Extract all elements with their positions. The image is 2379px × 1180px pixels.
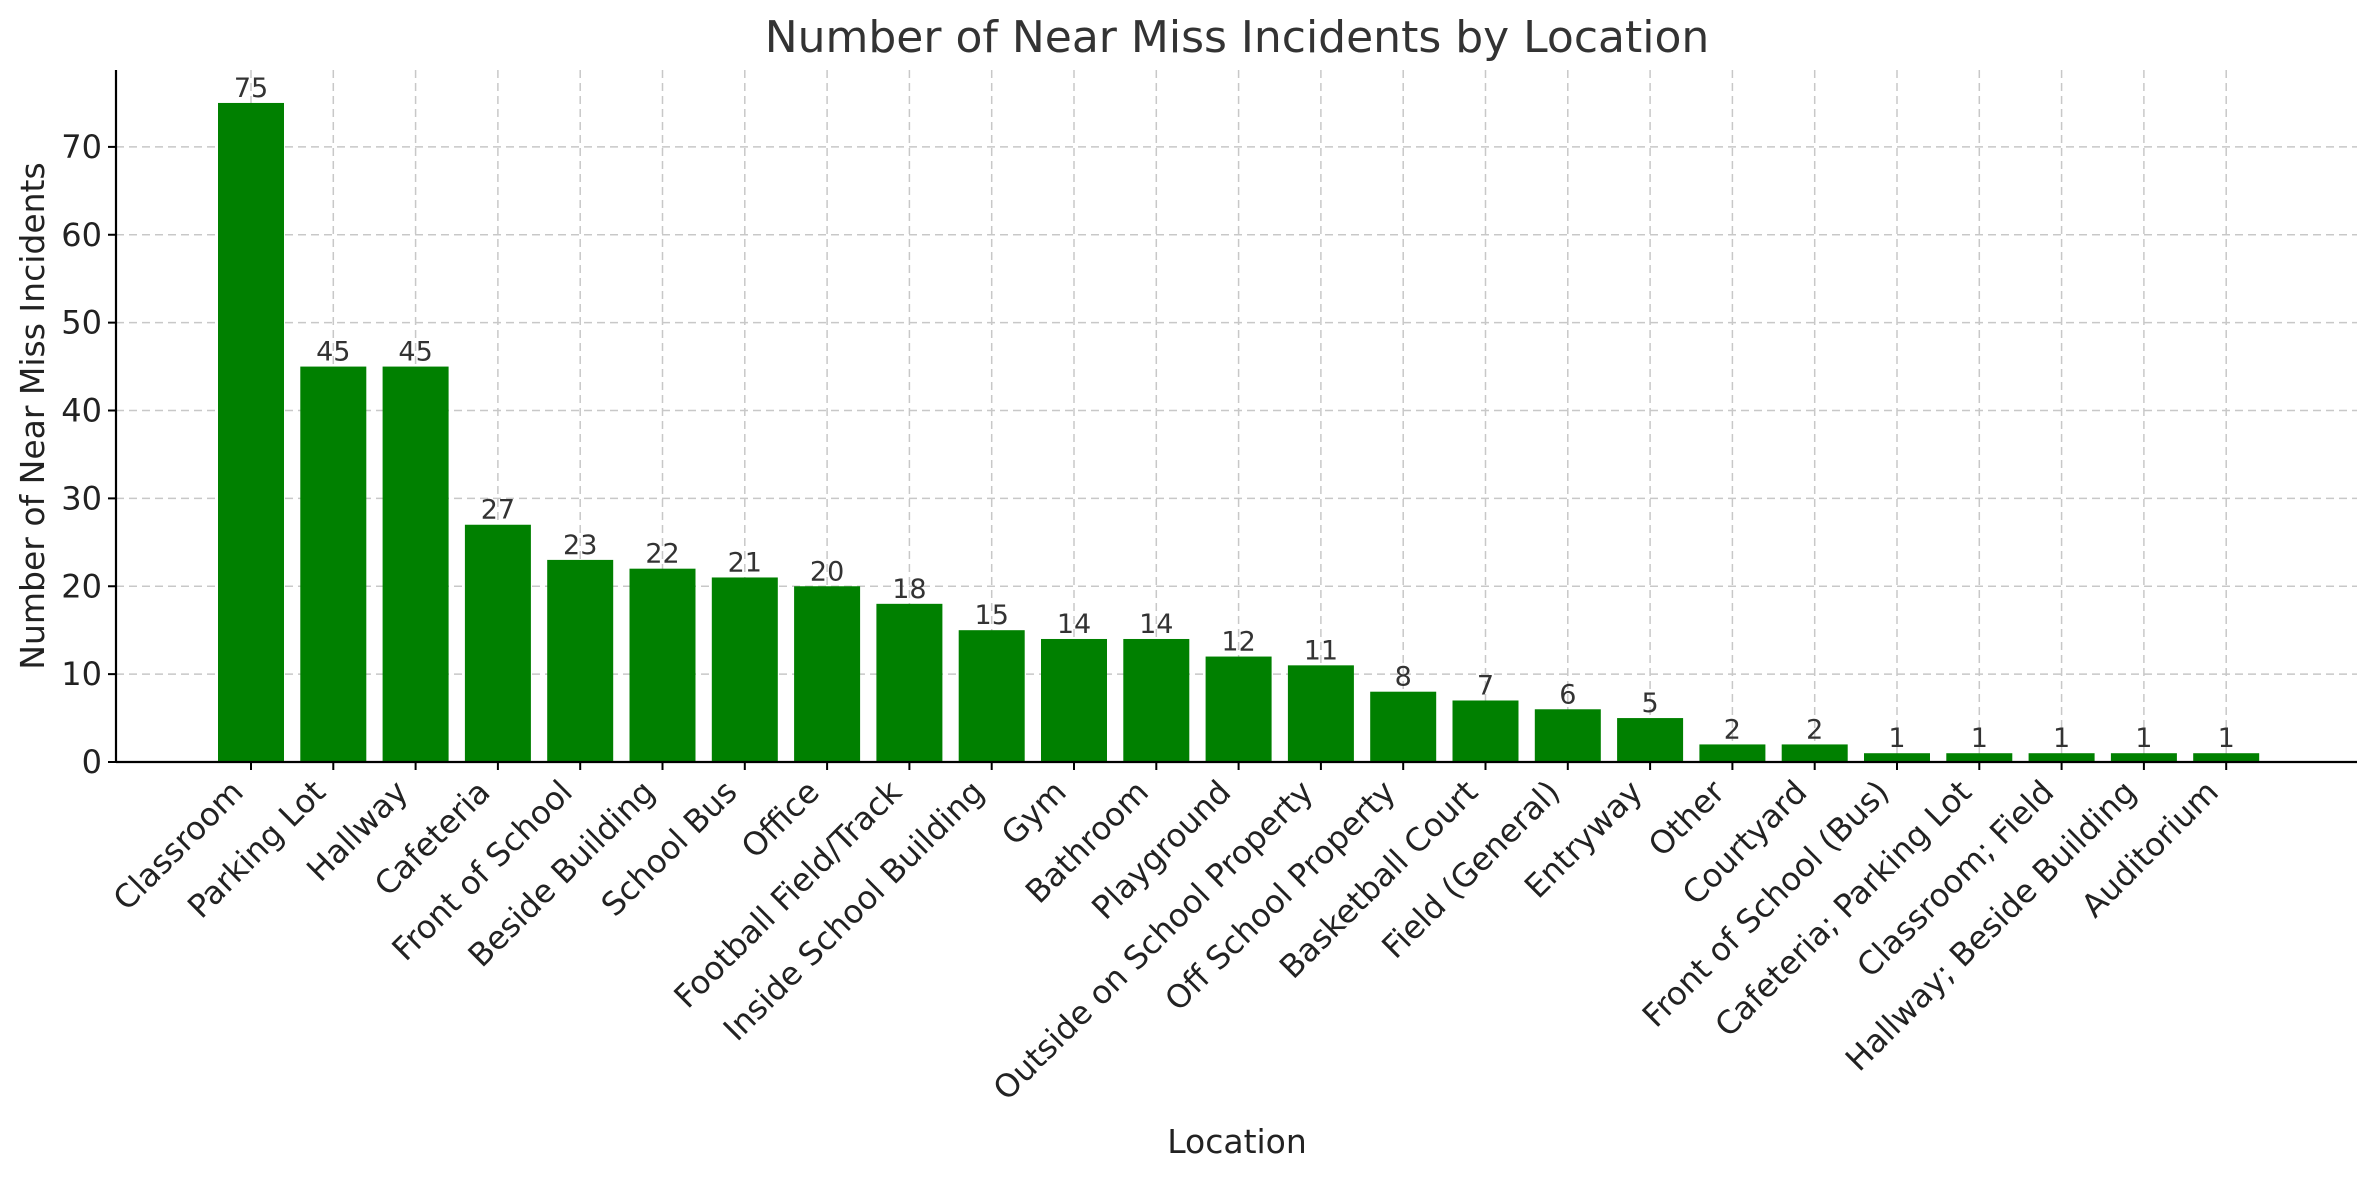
data-label-off-school-property: 8 <box>1395 662 1412 693</box>
data-label-other: 2 <box>1724 714 1741 745</box>
axes <box>114 70 2357 764</box>
bar-inside-school-building <box>958 630 1025 762</box>
y-tick-label: 50 <box>61 304 102 342</box>
data-label-hallway-beside-building: 1 <box>2135 723 2152 754</box>
y-tick-label: 20 <box>61 567 102 605</box>
y-ticks: 0 10 20 30 40 50 60 70 <box>61 128 116 781</box>
data-label-courtyard: 2 <box>1806 714 1823 745</box>
data-label-beside-building: 22 <box>645 539 679 570</box>
data-label-auditorium: 1 <box>2218 723 2235 754</box>
bar-courtyard <box>1781 744 1848 762</box>
data-label-entryway: 5 <box>1642 688 1659 719</box>
bar-entryway <box>1617 718 1684 762</box>
data-label-bathroom: 14 <box>1139 609 1173 640</box>
data-label-cafeteria: 27 <box>481 495 515 526</box>
y-tick-label: 10 <box>61 655 102 693</box>
bar-cafeteria-parking-lot <box>1946 753 2013 762</box>
bar-front-of-school <box>547 559 614 762</box>
bar-cafeteria <box>464 524 531 762</box>
bar-front-of-school-bus <box>1864 753 1930 762</box>
bar-outside-on-school-property <box>1287 665 1354 762</box>
y-axis-label: Number of Near Miss Incidents <box>13 162 52 669</box>
bar-gym <box>1041 638 1107 762</box>
bar-office <box>794 586 861 762</box>
bar-off-school-property <box>1370 691 1437 762</box>
data-label-outside-on-school-property: 11 <box>1304 635 1338 666</box>
bar-auditorium <box>2193 753 2260 762</box>
bar-other <box>1699 744 1766 762</box>
bar-football-field-track <box>876 603 943 762</box>
bar-beside-building <box>629 568 696 762</box>
chart-title: Number of Near Miss Incidents by Locatio… <box>765 12 1710 63</box>
y-tick-label: 40 <box>61 392 102 430</box>
bar-hallway <box>382 366 449 762</box>
bar-parking-lot <box>300 366 367 762</box>
data-label-office: 20 <box>810 556 844 587</box>
data-label-hallway: 45 <box>398 337 432 368</box>
data-label-parking-lot: 45 <box>316 337 350 368</box>
data-label-playground: 12 <box>1221 627 1255 658</box>
y-tick-label: 30 <box>61 479 102 517</box>
data-label-classroom-field: 1 <box>2053 723 2070 754</box>
data-label-inside-school-building: 15 <box>975 600 1009 631</box>
y-tick-label: 0 <box>82 743 102 781</box>
x-axis-label: Location <box>1167 1122 1307 1161</box>
bar-field-general <box>1534 709 1601 762</box>
bar-playground <box>1205 656 1272 762</box>
data-label-field-general: 6 <box>1559 679 1576 710</box>
y-tick-label: 60 <box>61 216 102 254</box>
data-label-classroom: 75 <box>234 73 268 104</box>
data-label-front-of-school-bus: 1 <box>1888 723 1905 754</box>
data-label-basketball-court: 7 <box>1477 670 1494 701</box>
bar-school-bus <box>711 577 778 762</box>
data-label-school-bus: 21 <box>728 547 762 578</box>
bar-classroom-field <box>2028 753 2095 762</box>
bar-hallway-beside-building <box>2110 753 2177 762</box>
bar-basketball-court <box>1452 700 1519 762</box>
data-label-gym: 14 <box>1057 609 1091 640</box>
bar-classroom <box>218 102 284 762</box>
bars <box>218 102 2260 762</box>
data-label-football-field-track: 18 <box>892 574 926 605</box>
data-label-cafeteria-parking-lot: 1 <box>1971 723 1988 754</box>
bar-bathroom <box>1123 638 1190 762</box>
y-tick-label: 70 <box>61 128 102 166</box>
data-label-front-of-school: 23 <box>563 530 597 561</box>
